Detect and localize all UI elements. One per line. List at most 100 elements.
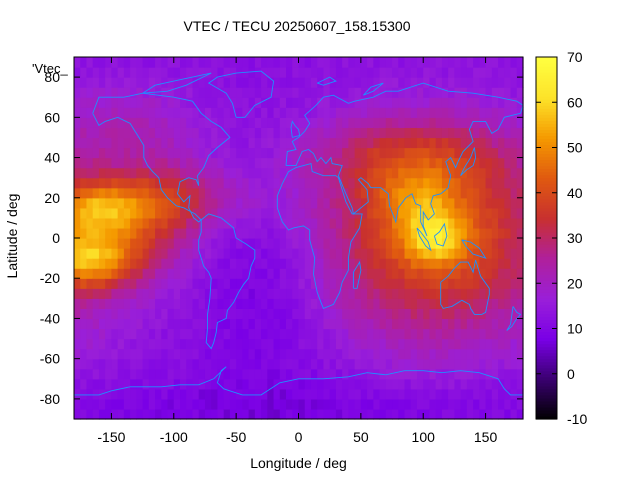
heatmap-cell xyxy=(86,147,94,159)
heatmap-cell xyxy=(460,117,468,128)
heatmap-cell xyxy=(410,378,418,390)
heatmap-cell xyxy=(74,197,81,209)
heatmap-cell xyxy=(304,308,312,320)
heatmap-cell xyxy=(485,318,493,330)
heatmap-cell xyxy=(180,378,187,390)
heatmap-cell xyxy=(267,127,275,139)
heatmap-cell xyxy=(323,378,331,390)
heatmap-cell xyxy=(161,398,169,410)
heatmap-cell xyxy=(348,358,356,370)
heatmap-cell xyxy=(460,348,468,360)
heatmap-cell xyxy=(261,288,268,299)
x-axis-ticks: -150 -100 -50 0 50 100 150 xyxy=(97,57,497,445)
colorbar-segment xyxy=(536,183,557,188)
heatmap-cell xyxy=(329,127,337,139)
heatmap-cell xyxy=(404,127,412,139)
heatmap-cell xyxy=(398,117,406,128)
heatmap-cell xyxy=(279,358,287,370)
heatmap-cell xyxy=(416,227,424,239)
heatmap-cell xyxy=(498,328,505,340)
heatmap-cell xyxy=(323,117,331,128)
heatmap-cell xyxy=(329,308,337,320)
heatmap-cell xyxy=(298,318,306,330)
heatmap-cell xyxy=(192,338,200,350)
heatmap-cell xyxy=(130,87,137,98)
heatmap-cell xyxy=(329,107,337,118)
heatmap-cell xyxy=(192,288,200,299)
heatmap-cell xyxy=(130,147,137,159)
heatmap-cell xyxy=(223,348,231,360)
heatmap-cell xyxy=(192,187,200,199)
heatmap-cell xyxy=(317,378,325,390)
heatmap-cell xyxy=(273,318,281,330)
heatmap-cell xyxy=(248,358,256,370)
heatmap-cell xyxy=(242,248,250,259)
heatmap-cell xyxy=(248,288,256,299)
heatmap-cell xyxy=(473,207,480,219)
heatmap-cell xyxy=(192,87,200,98)
heatmap-cell xyxy=(136,258,144,269)
coastline xyxy=(276,163,363,309)
heatmap-cell xyxy=(204,167,212,179)
heatmap-cell xyxy=(161,157,169,169)
heatmap-cell xyxy=(267,398,275,410)
heatmap-cell xyxy=(454,217,462,229)
heatmap-cell xyxy=(130,348,137,360)
heatmap-cell xyxy=(267,137,275,149)
heatmap-cell xyxy=(373,258,381,269)
heatmap-cell xyxy=(180,318,187,330)
heatmap-cell xyxy=(317,227,325,239)
colorbar-segment xyxy=(536,241,557,245)
heatmap-cell xyxy=(485,348,493,360)
heatmap-cell xyxy=(392,298,399,309)
heatmap-cell xyxy=(416,57,424,68)
heatmap-cell xyxy=(398,358,406,370)
heatmap-cell xyxy=(223,137,231,149)
colorbar-segment xyxy=(536,159,557,164)
heatmap-cell xyxy=(167,67,175,78)
heatmap-cell xyxy=(504,197,512,209)
heatmap-cell xyxy=(105,127,113,139)
colorbar-segment xyxy=(536,72,557,76)
heatmap-cell xyxy=(161,57,169,68)
heatmap-cell xyxy=(448,358,456,370)
heatmap-cell xyxy=(460,328,468,340)
heatmap-cell xyxy=(304,167,312,179)
heatmap-cell xyxy=(335,207,343,219)
heatmap-cell xyxy=(342,107,349,118)
heatmap-cell xyxy=(198,378,206,390)
heatmap-cell xyxy=(204,117,212,128)
heatmap-cell xyxy=(435,298,443,309)
heatmap-cell xyxy=(317,268,325,279)
heatmap-cell xyxy=(479,318,487,330)
heatmap-cell xyxy=(441,137,449,149)
heatmap-cell xyxy=(192,77,200,88)
heatmap-cell xyxy=(123,378,131,390)
heatmap-cell xyxy=(441,197,449,209)
heatmap-cell xyxy=(142,197,150,209)
heatmap-cell xyxy=(117,398,125,410)
heatmap-cell xyxy=(473,187,480,199)
heatmap-cell xyxy=(329,117,337,128)
heatmap-cell xyxy=(479,227,487,239)
heatmap-cell xyxy=(211,127,219,139)
heatmap-cell xyxy=(404,398,412,410)
heatmap-cell xyxy=(454,358,462,370)
heatmap-cell xyxy=(142,238,150,249)
heatmap-cell xyxy=(473,157,480,169)
heatmap-cell xyxy=(510,107,518,118)
heatmap-cell xyxy=(323,107,331,118)
heatmap-cell xyxy=(223,127,231,139)
heatmap-cell xyxy=(236,217,243,229)
heatmap-cell xyxy=(273,308,281,320)
heatmap-cell xyxy=(286,338,293,350)
heatmap-cell xyxy=(186,278,194,289)
heatmap-cell xyxy=(498,167,505,179)
heatmap-cell xyxy=(310,398,318,410)
heatmap-cell xyxy=(261,147,268,159)
heatmap-cell xyxy=(510,227,518,239)
heatmap-cell xyxy=(379,97,387,108)
heatmap-cell xyxy=(516,137,524,149)
heatmap-cell xyxy=(410,67,418,78)
heatmap-cell xyxy=(410,107,418,118)
